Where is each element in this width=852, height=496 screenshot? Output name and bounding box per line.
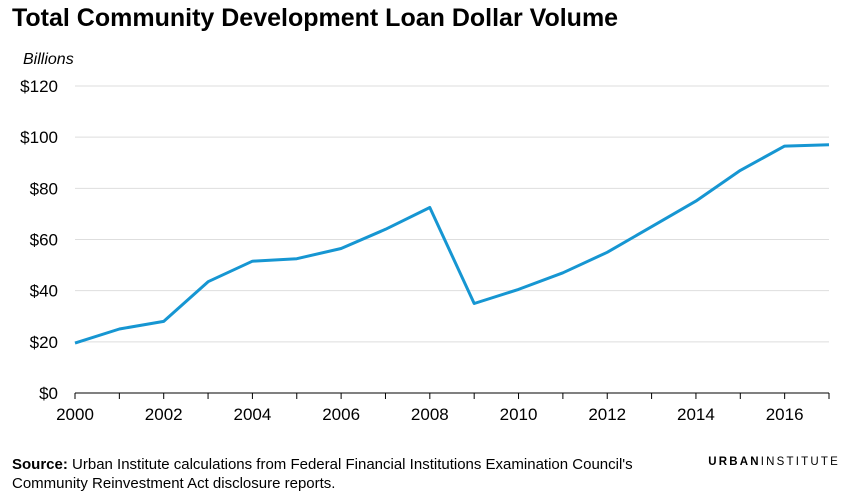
source-text: Urban Institute calculations from Federa… xyxy=(12,456,633,492)
brand-part-urban: URBAN xyxy=(708,456,761,468)
y-tick-label: $60 xyxy=(30,231,58,250)
x-tick-label: 2008 xyxy=(411,405,449,424)
x-tick-label: 2006 xyxy=(322,405,360,424)
x-tick-label: 2000 xyxy=(56,405,94,424)
y-tick-label: $100 xyxy=(20,128,58,147)
y-tick-label: $40 xyxy=(30,282,58,301)
line-chart: Billions $0 $20 $40 $60 $80 $100 $120 2000 2002 20… xyxy=(20,51,830,424)
x-tick-label: 2004 xyxy=(233,405,271,424)
urban-institute-logo: URBANINSTITUTE xyxy=(708,456,840,468)
x-tick-label: 2012 xyxy=(588,405,626,424)
series-line xyxy=(74,143,830,345)
y-tick-label: $20 xyxy=(30,333,58,352)
x-tick-label: 2010 xyxy=(500,405,538,424)
source-label: Source: xyxy=(12,456,68,473)
y-tick-label: $0 xyxy=(39,384,58,403)
chart-title: Total Community Development Loan Dollar … xyxy=(12,4,619,32)
y-tick-label: $80 xyxy=(30,179,58,198)
brand-part-institute: INSTITUTE xyxy=(760,456,840,468)
y-axis-unit-label: Billions xyxy=(23,51,74,68)
x-tick-label: 2002 xyxy=(145,405,183,424)
y-tick-label: $120 xyxy=(20,77,58,96)
x-tick-label: 2016 xyxy=(766,405,804,424)
source-note: Source: Urban Institute calculations fro… xyxy=(12,455,652,493)
x-tick-label: 2014 xyxy=(677,405,715,424)
